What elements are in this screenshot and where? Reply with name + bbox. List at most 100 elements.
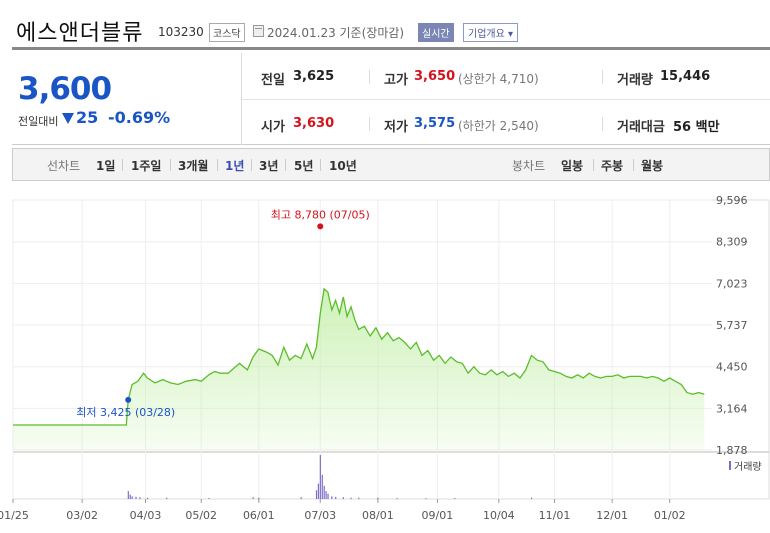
volume-bar (300, 497, 302, 499)
open-label: 시가 (261, 120, 285, 135)
volume-bar (166, 497, 168, 499)
x-tick-label: 11/01 (539, 509, 571, 522)
x-tick-label: 03/02 (66, 509, 98, 522)
stock-name: 에스앤더블류 (16, 21, 144, 46)
volume-bar (319, 455, 321, 499)
separator (369, 70, 370, 84)
low-value: 3,575 (414, 116, 456, 131)
price-area (13, 288, 705, 450)
period-1day[interactable]: 1일 (96, 159, 116, 173)
period-5year[interactable]: 5년 (294, 159, 314, 173)
open-value: 3,630 (293, 116, 335, 131)
base-date: 2024.01.23 기준(장마감) (267, 26, 405, 40)
volume-bar (321, 474, 323, 499)
volume-bar (331, 496, 333, 499)
period-3year[interactable]: 3년 (259, 159, 279, 173)
separator (285, 159, 286, 171)
volume-bar (335, 496, 337, 499)
volume-bar (530, 497, 533, 499)
volume-bar (396, 498, 398, 499)
y-tick-label: 3,164 (716, 402, 748, 415)
down-triangle-icon (62, 113, 74, 124)
separator (602, 70, 603, 84)
candle-monthly[interactable]: 월봉 (641, 159, 664, 173)
volume-bar (342, 497, 344, 499)
separator (320, 159, 321, 171)
separator (593, 159, 594, 171)
high-value: 3,650 (414, 69, 456, 84)
y-tick-label: 1,878 (716, 444, 748, 457)
volume-bar (317, 483, 320, 499)
realtime-button[interactable]: 실시간 (418, 23, 454, 42)
volume-bar (208, 498, 210, 499)
period-3month[interactable]: 3개월 (178, 159, 209, 173)
min-label: 최저 3,425 (03/28) (76, 406, 175, 419)
prev-close-label: 전일 (261, 73, 285, 88)
low-label: 저가 (384, 120, 408, 135)
x-tick-label: 09/01 (422, 509, 454, 522)
period-toolbar: 선차트 1일 1주일 3개월 1년 3년 5년 10년 봉차트 일봉 주봉 월봉 (12, 148, 770, 181)
x-tick-label: 05/02 (185, 509, 217, 522)
y-tick-label: 7,023 (716, 277, 748, 290)
company-overview-button[interactable]: 기업개요 ▾ (463, 23, 518, 42)
x-tick-label: 08/01 (362, 509, 394, 522)
volume-bar (327, 493, 329, 499)
prev-close-value: 3,625 (293, 69, 335, 84)
candle-weekly[interactable]: 주봉 (601, 159, 624, 173)
min-point (125, 396, 132, 403)
volume-bar (252, 497, 254, 499)
price-summary: 3,600 전일대비 25 -0.69% 전일 3,625 고가 3,650 (… (12, 53, 770, 145)
separator (217, 159, 218, 171)
price-chart: 9,596 8,309 7,023 5,737 4,450 3,164 1,878 01/25… (0, 195, 770, 522)
volume-bar (358, 497, 360, 499)
max-label: 최고 8,780 (07/05) (271, 208, 370, 221)
y-tick-label: 4,450 (716, 361, 748, 374)
volume-bar (146, 497, 149, 499)
period-1year[interactable]: 1년 (225, 159, 245, 173)
current-price: 3,600 (18, 71, 112, 107)
separator (170, 159, 171, 171)
separator (369, 117, 370, 131)
volume-bar (131, 496, 133, 499)
volume-bar (454, 498, 456, 499)
x-tick-label: 10/04 (483, 509, 515, 522)
stock-code: 103230 (158, 25, 204, 39)
volume-bar (135, 496, 137, 499)
high-label: 고가 (384, 73, 408, 88)
separator (602, 117, 603, 131)
volume-bar (377, 497, 379, 499)
trade-amount-value: 56 백만 (673, 120, 720, 135)
change-label: 전일대비 (18, 115, 59, 128)
lower-limit: (하한가 2,540) (458, 119, 539, 133)
volume-bar (323, 485, 325, 499)
candle-daily[interactable]: 일봉 (561, 159, 584, 173)
volume-bar (139, 497, 141, 499)
price-line (13, 287, 705, 426)
stock-header: 에스앤더블류 103230 코스닥 2024.01.23 기준(장마감) 실시간… (12, 14, 770, 50)
change-percent: -0.69% (108, 108, 171, 127)
volume-bar (425, 498, 427, 499)
volume-bar (129, 494, 131, 499)
y-tick-label: 9,596 (716, 195, 748, 207)
volume-legend-label: 거래량 (734, 461, 762, 473)
x-tick-label: 06/01 (243, 509, 275, 522)
separator (633, 159, 634, 171)
separator (122, 159, 123, 171)
market-badge: 코스닥 (209, 23, 245, 42)
line-chart-label: 선차트 (47, 159, 81, 173)
x-tick-label: 01/25 (0, 509, 29, 522)
volume-bar (325, 491, 327, 499)
volume-legend-marker (729, 461, 731, 470)
period-10year[interactable]: 10년 (329, 159, 357, 173)
x-tick-label: 07/03 (304, 509, 336, 522)
candle-chart-label: 봉차트 (512, 159, 546, 173)
volume-bar (127, 491, 129, 499)
y-tick-label: 5,737 (716, 319, 748, 332)
period-1week[interactable]: 1주일 (131, 159, 162, 173)
trade-amount-label: 거래대금 (617, 120, 665, 135)
change-amount: 25 (76, 108, 99, 127)
y-tick-label: 8,309 (716, 236, 748, 249)
summary-row-divider (242, 99, 770, 100)
current-price-box: 3,600 전일대비 25 -0.69% (12, 53, 242, 145)
x-tick-label: 01/02 (654, 509, 686, 522)
